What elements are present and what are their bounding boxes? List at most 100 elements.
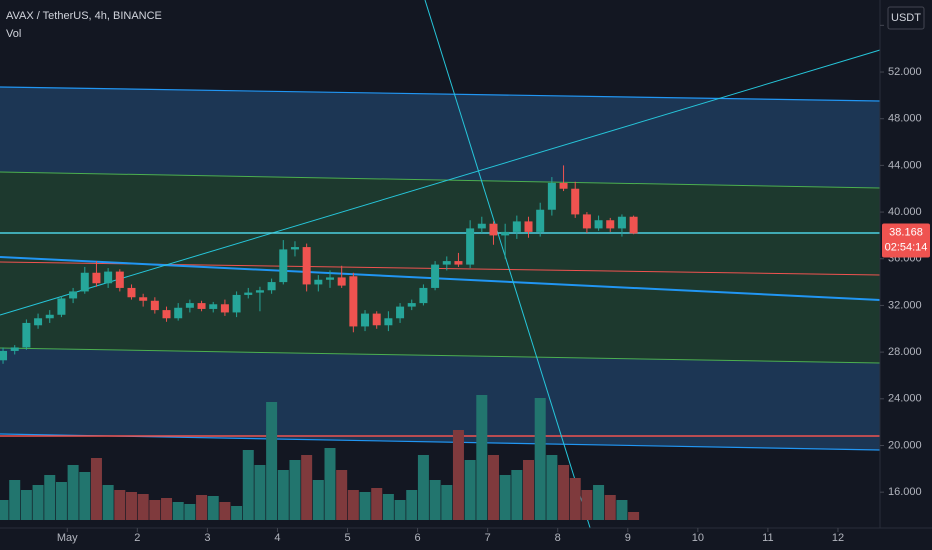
volume-bar bbox=[102, 485, 114, 520]
price-tag-label: 38.168 bbox=[889, 226, 923, 238]
volume-bar bbox=[359, 492, 371, 520]
candle-body bbox=[559, 182, 568, 189]
currency-box[interactable] bbox=[887, 6, 925, 30]
x-tick-label: 5 bbox=[344, 532, 350, 544]
currency-label: USDT bbox=[891, 12, 921, 24]
volume-layer bbox=[0, 395, 640, 520]
volume-bar bbox=[32, 485, 44, 520]
volume-bar bbox=[125, 492, 137, 520]
volume-bar bbox=[137, 494, 149, 520]
volume-bar bbox=[324, 448, 336, 520]
candle-body bbox=[150, 300, 159, 311]
drawings bbox=[0, 0, 881, 550]
channel-band bbox=[0, 348, 880, 450]
candle-body bbox=[45, 314, 54, 319]
y-tick-label: 44.000 bbox=[888, 159, 922, 171]
volume-bar bbox=[79, 472, 91, 520]
volume-bar bbox=[604, 495, 616, 520]
volume-bar bbox=[254, 465, 266, 520]
volume-bar bbox=[371, 488, 383, 520]
volume-bar bbox=[523, 460, 535, 520]
volume-bar bbox=[231, 506, 243, 520]
volume-bar bbox=[277, 470, 289, 520]
volume-bar bbox=[207, 496, 219, 520]
x-tick-label: May bbox=[57, 532, 78, 544]
y-tick-label: 52.000 bbox=[888, 66, 922, 78]
volume-bar bbox=[347, 490, 359, 520]
candle-body bbox=[477, 223, 486, 229]
candle-body bbox=[209, 304, 218, 309]
candle-body bbox=[244, 292, 253, 295]
price-axis bbox=[880, 0, 932, 528]
volume-bar bbox=[593, 485, 605, 520]
volume-bar bbox=[172, 502, 184, 520]
x-tick-label: 9 bbox=[625, 532, 631, 544]
chart-title: AVAX / TetherUS, 4h, BINANCE bbox=[6, 10, 162, 22]
candle-body bbox=[396, 306, 405, 319]
volume-bar bbox=[499, 475, 511, 520]
y-tick-label: 20.000 bbox=[888, 439, 922, 451]
y-tick-label: 28.000 bbox=[888, 346, 922, 358]
x-tick-label: 8 bbox=[555, 532, 561, 544]
candle-body bbox=[361, 313, 370, 327]
candle-body bbox=[326, 277, 334, 280]
y-tick-label: 24.000 bbox=[888, 393, 922, 405]
volume-bar bbox=[336, 470, 348, 520]
candle-body bbox=[419, 287, 428, 304]
volume-bar bbox=[569, 478, 581, 520]
volume-bar bbox=[441, 485, 453, 520]
volume-bar bbox=[534, 398, 546, 520]
volume-bar bbox=[429, 480, 441, 520]
volume-bar bbox=[0, 500, 9, 520]
volume-bar bbox=[301, 455, 313, 520]
candle-body bbox=[594, 220, 603, 229]
channel-line bbox=[0, 347, 881, 364]
time-axis bbox=[0, 528, 932, 550]
volume-bar bbox=[581, 490, 593, 520]
volume-bar bbox=[476, 395, 488, 520]
volume-legend: Vol bbox=[6, 28, 21, 40]
volume-bar bbox=[417, 455, 429, 520]
candle-body bbox=[431, 264, 440, 288]
candle-body bbox=[629, 216, 638, 234]
y-tick-label: 48.000 bbox=[888, 113, 922, 125]
channel-band bbox=[0, 172, 880, 363]
volume-bar bbox=[394, 500, 406, 520]
candle-body bbox=[372, 313, 381, 326]
volume-bar bbox=[9, 480, 21, 520]
candle-body bbox=[0, 350, 8, 361]
candle-body bbox=[267, 282, 276, 291]
volume-bar bbox=[628, 512, 640, 520]
candle-body bbox=[104, 271, 113, 284]
candle-body bbox=[22, 322, 31, 348]
volume-bar bbox=[382, 494, 394, 520]
volume-bar bbox=[161, 498, 173, 520]
trend-line bbox=[0, 256, 881, 301]
volume-bar bbox=[55, 482, 67, 520]
candle-body bbox=[536, 209, 545, 232]
x-tick-label: 4 bbox=[274, 532, 280, 544]
candle-body bbox=[582, 214, 591, 229]
volume-bar bbox=[67, 465, 79, 520]
candle-body bbox=[127, 287, 136, 298]
volume-bar bbox=[546, 455, 558, 520]
candle-body bbox=[255, 290, 264, 293]
volume-bar bbox=[219, 502, 231, 520]
candle-body bbox=[442, 261, 451, 265]
candle-body bbox=[571, 188, 580, 215]
x-tick-label: 3 bbox=[204, 532, 210, 544]
volume-bar bbox=[289, 460, 301, 520]
volume-bar bbox=[196, 495, 208, 520]
countdown-label: 02:54:14 bbox=[885, 241, 928, 253]
price-tag bbox=[882, 223, 930, 258]
candle-body bbox=[92, 272, 101, 284]
candle-body bbox=[10, 347, 19, 351]
candle-body bbox=[501, 231, 510, 236]
volume-bar bbox=[406, 490, 418, 520]
candle-body bbox=[524, 221, 533, 232]
candle-body bbox=[489, 223, 498, 236]
channel-band bbox=[0, 87, 880, 188]
x-tick-label: 11 bbox=[762, 532, 773, 544]
